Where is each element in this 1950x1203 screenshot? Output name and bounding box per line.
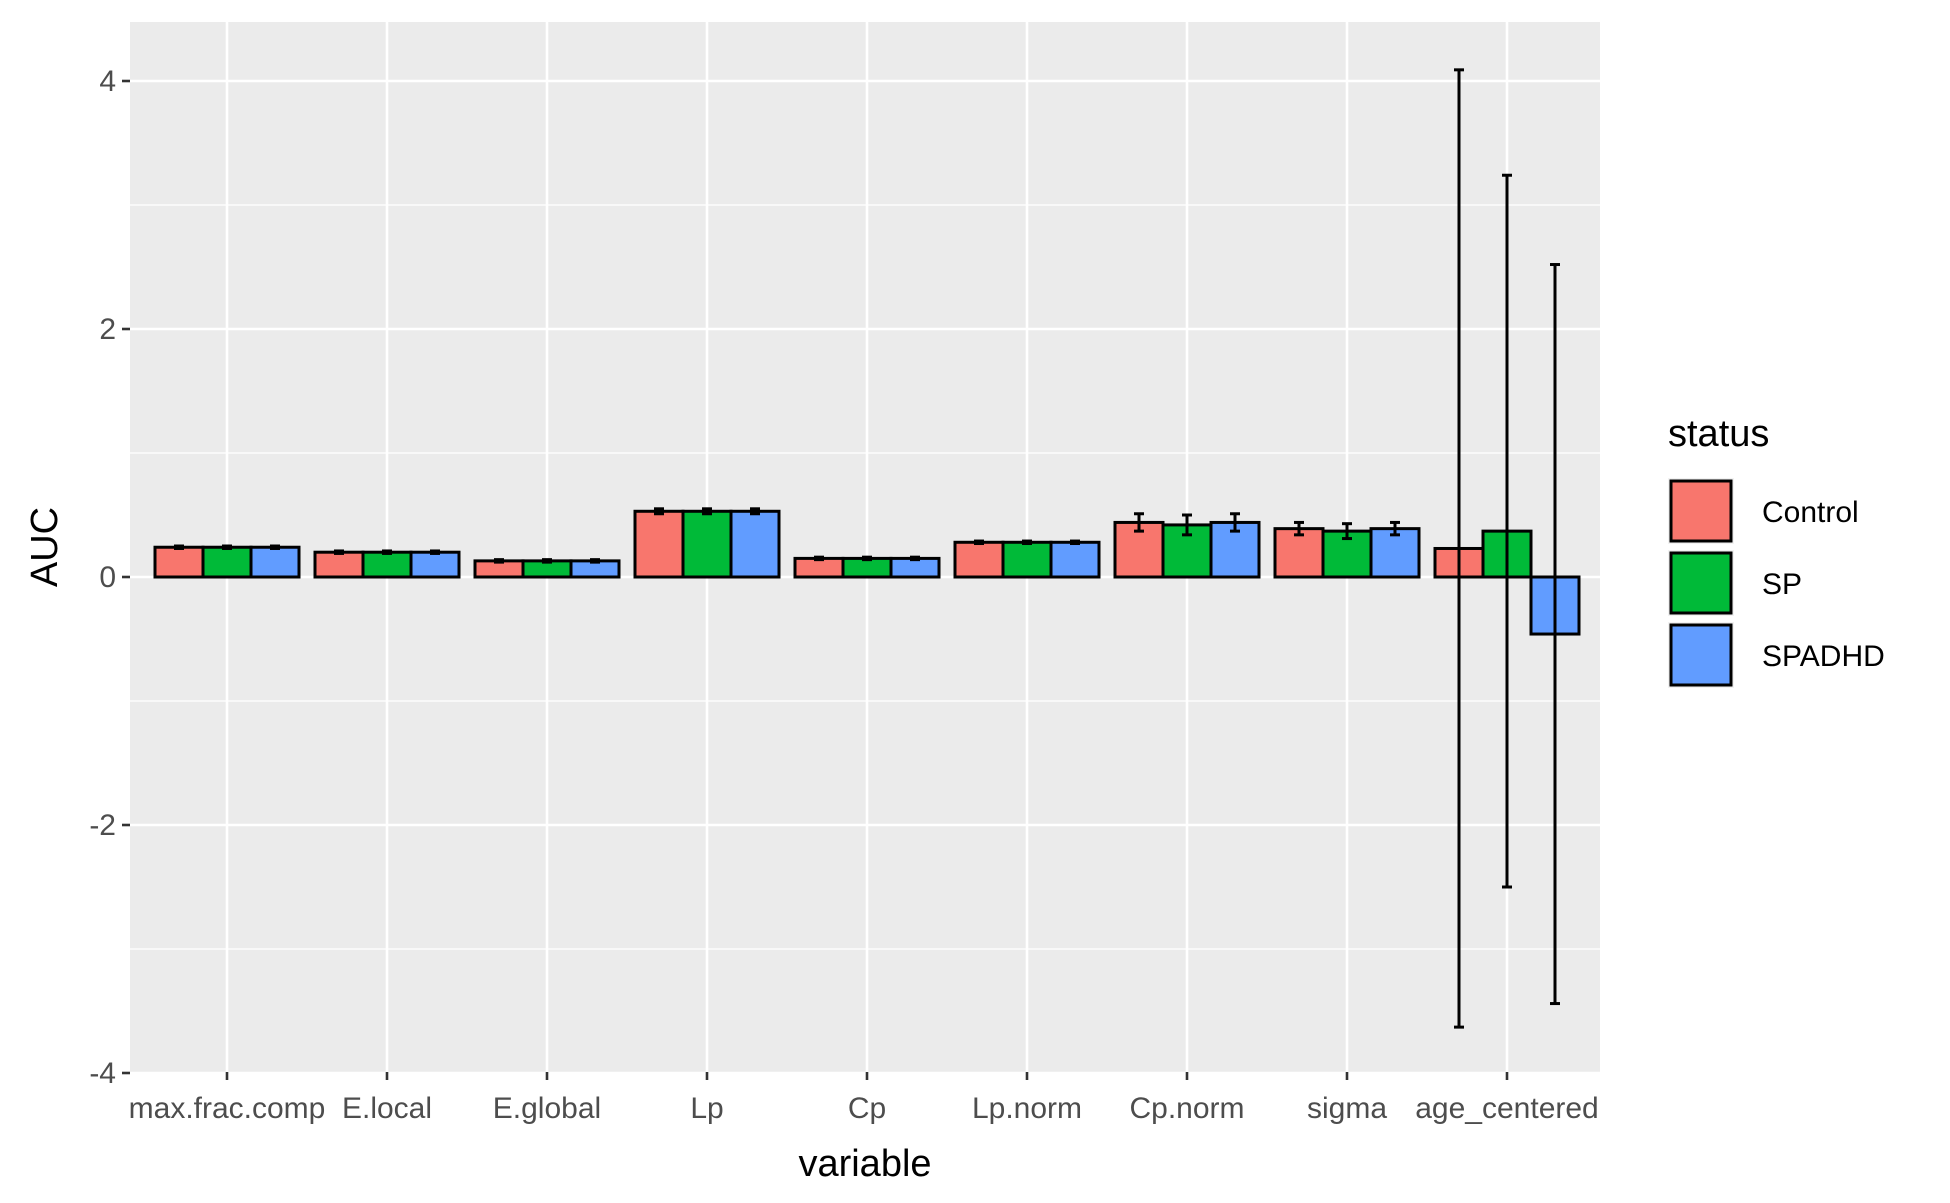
x-axis-title: variable <box>798 1143 931 1185</box>
grid-minor <box>130 204 1600 950</box>
error-bars <box>174 68 1560 1029</box>
bar <box>793 556 845 579</box>
y-tick-labels: -4 -2 0 2 4 <box>89 65 116 1090</box>
y-tick-label: 0 <box>99 561 116 594</box>
bar <box>153 545 205 579</box>
x-tick-label: Cp <box>848 1092 886 1125</box>
bar <box>1049 540 1101 579</box>
bar <box>633 509 685 579</box>
axis-ticks <box>122 79 1509 1080</box>
bar <box>313 550 365 579</box>
y-tick-label: -4 <box>89 1057 116 1090</box>
x-tick-label: E.local <box>342 1092 432 1125</box>
x-tick-label: Lp <box>690 1092 723 1125</box>
bar <box>841 556 893 579</box>
x-tick-label: Lp.norm <box>972 1092 1082 1125</box>
y-tick-label: 4 <box>99 65 116 98</box>
y-tick-label: -2 <box>89 809 116 842</box>
legend-label: SPADHD <box>1762 640 1885 673</box>
legend-label: Control <box>1762 496 1859 529</box>
bar <box>729 509 781 579</box>
y-axis-title: AUC <box>24 507 66 587</box>
legend-label: SP <box>1762 568 1802 601</box>
x-tick-label: E.global <box>493 1092 601 1125</box>
bar <box>201 545 253 579</box>
x-tick-label: Cp.norm <box>1129 1092 1244 1125</box>
legend-title: status <box>1668 413 1769 455</box>
bar <box>953 540 1005 579</box>
bar <box>249 545 301 579</box>
bar <box>889 556 941 579</box>
legend: status Control SP SPADHD <box>1668 413 1885 688</box>
legend-swatch <box>1669 479 1733 543</box>
bar <box>1369 527 1421 579</box>
bar <box>1001 540 1053 579</box>
bar <box>361 550 413 579</box>
legend-swatch <box>1669 623 1733 687</box>
bar <box>681 509 733 579</box>
x-tick-label: age_centered <box>1415 1092 1599 1125</box>
x-tick-labels: max.frac.comp E.local E.global Lp Cp Lp.norm C… <box>129 1092 1599 1125</box>
bars <box>153 509 1581 636</box>
x-tick-label: max.frac.comp <box>129 1092 326 1125</box>
legend-swatch <box>1669 551 1733 615</box>
y-tick-label: 2 <box>99 313 116 346</box>
x-tick-label: sigma <box>1307 1092 1387 1125</box>
bar <box>409 550 461 579</box>
